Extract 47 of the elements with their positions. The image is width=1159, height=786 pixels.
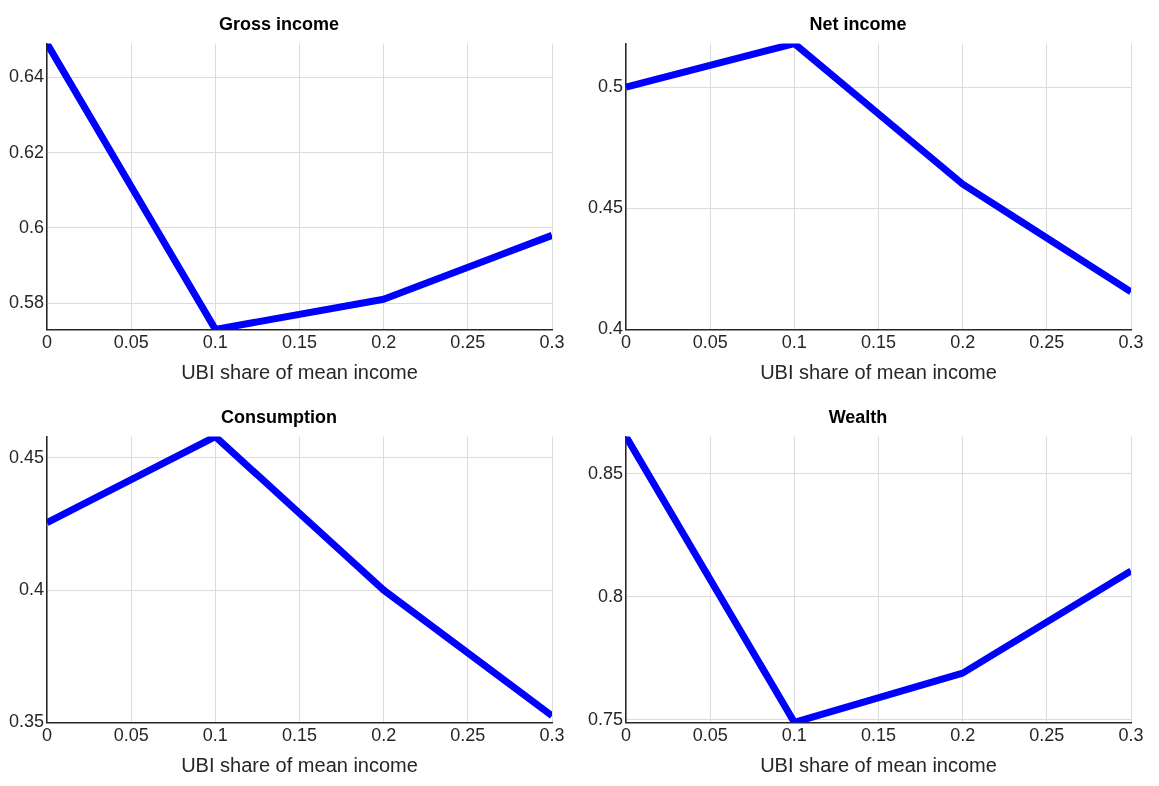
x-tick-label: 0.2 [950,725,976,746]
x-tick-label: 0.15 [281,725,318,746]
x-tick-label: 0 [42,725,53,746]
x-tick-label: 0.1 [202,332,228,353]
y-tick-label: 0.45 [587,197,624,218]
y-tick-label: 0.75 [587,708,624,729]
y-tick-label: 0.8 [598,585,624,606]
x-tick-label: 0.2 [371,332,397,353]
y-tick-label: 0.45 [8,446,45,467]
x-axis-title: UBI share of mean income [760,753,997,776]
x-tick-label: 0.05 [113,332,149,353]
x-tick-label: 0.2 [950,332,976,353]
x-tick-label: 0.2 [371,725,397,746]
x-tick-label: 0.25 [450,725,486,746]
chart-title: Gross income [218,13,340,34]
x-tick-label: 0.25 [450,332,486,353]
x-tick-label: 0.1 [781,332,807,353]
x-tick-label: 0.15 [860,725,897,746]
x-axis-title: UBI share of mean income [181,753,418,776]
chart-title: Consumption [221,406,337,427]
x-tick-label: 0.05 [692,332,728,353]
x-tick-label: 0.1 [202,725,228,746]
x-tick-label: 0.05 [113,725,149,746]
x-tick-label: 0.3 [539,332,565,353]
y-tick-label: 0.85 [587,462,624,483]
x-tick-label: 0.25 [1029,332,1065,353]
y-tick-label: 0.64 [8,66,45,87]
x-tick-label: 0.05 [692,725,728,746]
x-tick-label: 0 [42,332,53,353]
x-tick-label: 0.3 [539,725,565,746]
x-tick-label: 0 [621,332,632,353]
y-tick-label: 0.62 [8,141,45,162]
y-tick-label: 0.4 [19,579,45,600]
x-tick-label: 0.3 [1118,332,1144,353]
x-tick-label: 0.15 [860,332,897,353]
chart-title: Net income [809,13,907,34]
y-tick-label: 0.6 [19,216,45,237]
y-tick-label: 0.5 [598,76,624,97]
x-axis-title: UBI share of mean income [760,360,997,383]
x-tick-label: 0.25 [1029,725,1065,746]
y-tick-label: 0.58 [8,292,45,313]
x-tick-label: 0.3 [1118,725,1144,746]
x-tick-label: 0 [621,725,632,746]
chart-title: Wealth [828,406,888,427]
x-tick-label: 0.1 [781,725,807,746]
x-axis-title: UBI share of mean income [181,360,418,383]
x-tick-label: 0.15 [281,332,318,353]
